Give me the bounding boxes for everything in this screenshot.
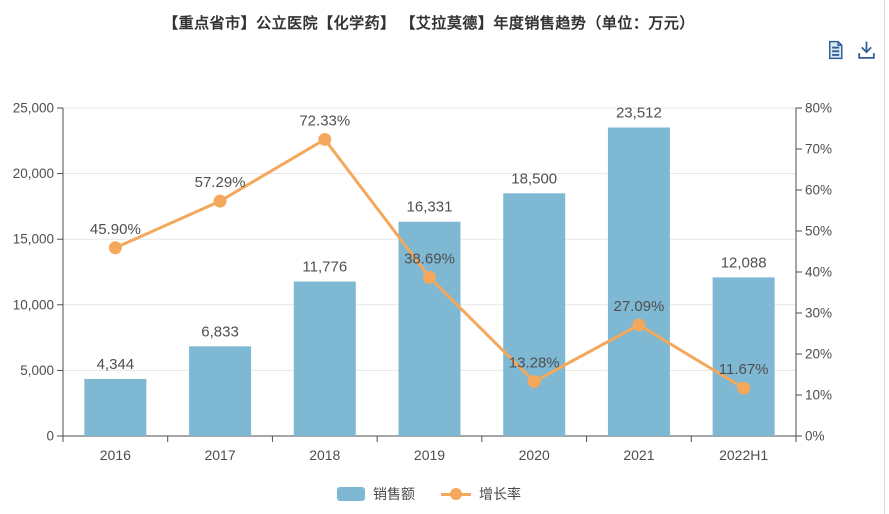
view-data-icon[interactable] [825,39,846,61]
legend-label: 增长率 [479,486,521,502]
bar-2021[interactable] [607,127,670,437]
line-point-2018[interactable] [318,132,332,146]
bar-value-label: 11,776 [302,258,347,275]
line-point-2017[interactable] [213,194,227,208]
right-axis-tick-label: 20% [805,347,832,362]
bar-value-label: 18,500 [511,170,557,187]
left-axis-tick-label: 15,000 [13,232,54,247]
right-axis-tick-label: 0% [805,429,825,444]
line-point-label: 45.90% [90,221,141,238]
chart-title: 【重点省市】公立医院【化学药】 【艾拉莫德】年度销售趋势（单位：万元） [163,15,695,32]
bar-value-label: 16,331 [407,199,453,216]
line-point-label: 11.67% [719,361,769,378]
legend-item-sales-amount[interactable]: 销售额 [337,484,415,504]
bar-value-label: 12,088 [721,254,767,271]
chart-legend: 销售额 增长率 [0,484,858,504]
bar-2016[interactable] [84,379,147,436]
line-point-label: 38.69% [404,250,455,267]
legend-line-marker [441,487,471,501]
right-axis-tick-label: 70% [805,142,832,157]
line-point-2020[interactable] [527,375,541,389]
x-axis-label-2022h1: 2022H1 [719,447,768,463]
chart-canvas: 0 5,000 10,000 15,000 20,000 25,000 0% 10% 20% 30… [13,101,832,464]
left-axis-tick-label: 10,000 [13,297,54,312]
x-axis-label-2019: 2019 [414,447,445,463]
x-axis-label-2016: 2016 [100,447,131,463]
legend-label: 销售额 [373,486,415,502]
right-axis-tick-label: 30% [805,306,832,321]
bar-2022h1[interactable] [712,277,775,436]
line-point-2016[interactable] [108,241,122,255]
download-icon[interactable] [856,39,877,61]
line-point-2019[interactable] [423,270,436,284]
card-edge-divider [884,0,885,514]
right-axis-tick-label: 80% [805,101,832,116]
bar-value-label: 4,344 [97,356,135,373]
line-point-label: 13.28% [509,355,560,372]
right-axis-tick-label: 10% [805,388,832,403]
bar-2017[interactable] [189,346,252,436]
left-axis-tick-label: 25,000 [13,101,54,116]
bar-2018[interactable] [293,281,356,436]
right-axis-tick-label: 40% [805,265,832,280]
right-axis-tick-label: 50% [805,224,832,239]
legend-item-growth-rate[interactable]: 增长率 [441,484,521,504]
left-axis-tick-label: 20,000 [13,166,54,181]
legend-dot [450,488,462,500]
bar-2020[interactable] [503,193,566,436]
line-point-2022h1[interactable] [737,381,751,395]
line-point-2021[interactable] [632,318,646,332]
x-axis-label-2017: 2017 [204,447,235,463]
line-point-label: 72.33% [299,112,350,129]
bar-value-label: 23,512 [616,105,662,122]
legend-bar-swatch [337,487,365,501]
chart-toolbar [825,39,877,61]
x-axis-label-2021: 2021 [623,447,654,463]
right-axis-tick-label: 60% [805,183,832,198]
left-axis-tick-label: 5,000 [20,363,54,378]
x-axis-label-2020: 2020 [519,447,550,463]
x-axis-label-2018: 2018 [309,447,340,463]
left-axis-tick-label: 0 [46,429,54,444]
line-point-label: 57.29% [195,174,246,191]
bar-2019[interactable] [398,221,461,436]
line-point-label: 27.09% [613,298,664,315]
bar-value-label: 6,833 [201,323,239,340]
